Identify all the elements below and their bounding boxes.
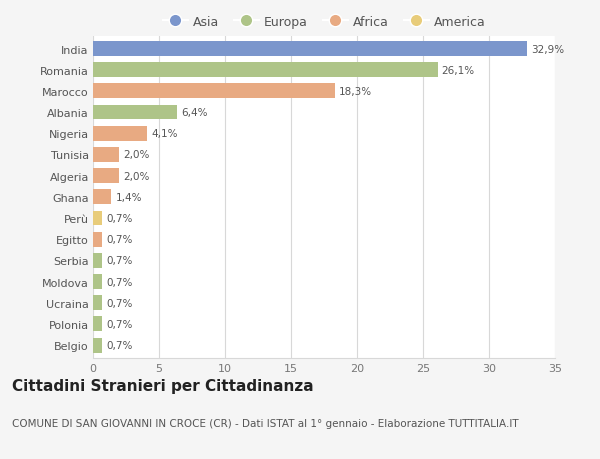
Text: 0,7%: 0,7% [106,298,133,308]
Text: 6,4%: 6,4% [181,108,208,118]
Bar [93,190,112,205]
Bar [93,232,102,247]
Text: 4,1%: 4,1% [151,129,178,139]
Text: 0,7%: 0,7% [106,256,133,266]
Bar [93,169,119,184]
Bar [93,63,437,78]
Bar [93,84,335,99]
Bar [93,42,527,57]
Text: 0,7%: 0,7% [106,340,133,350]
Text: 0,7%: 0,7% [106,213,133,224]
Bar [93,296,102,310]
Text: 0,7%: 0,7% [106,277,133,287]
Text: Cittadini Stranieri per Cittadinanza: Cittadini Stranieri per Cittadinanza [12,379,314,394]
Bar [93,127,147,141]
Bar [93,211,102,226]
Bar [93,338,102,353]
Text: 26,1%: 26,1% [442,66,475,76]
Text: 32,9%: 32,9% [531,45,565,55]
Bar [93,106,178,120]
Bar [93,253,102,268]
Text: COMUNE DI SAN GIOVANNI IN CROCE (CR) - Dati ISTAT al 1° gennaio - Elaborazione T: COMUNE DI SAN GIOVANNI IN CROCE (CR) - D… [12,418,518,428]
Text: 0,7%: 0,7% [106,235,133,245]
Text: 2,0%: 2,0% [124,150,150,160]
Bar [93,317,102,331]
Bar [93,274,102,289]
Text: 2,0%: 2,0% [124,171,150,181]
Bar [93,148,119,162]
Legend: Asia, Europa, Africa, America: Asia, Europa, Africa, America [158,11,490,34]
Text: 1,4%: 1,4% [115,192,142,202]
Text: 0,7%: 0,7% [106,319,133,329]
Text: 18,3%: 18,3% [338,87,371,97]
